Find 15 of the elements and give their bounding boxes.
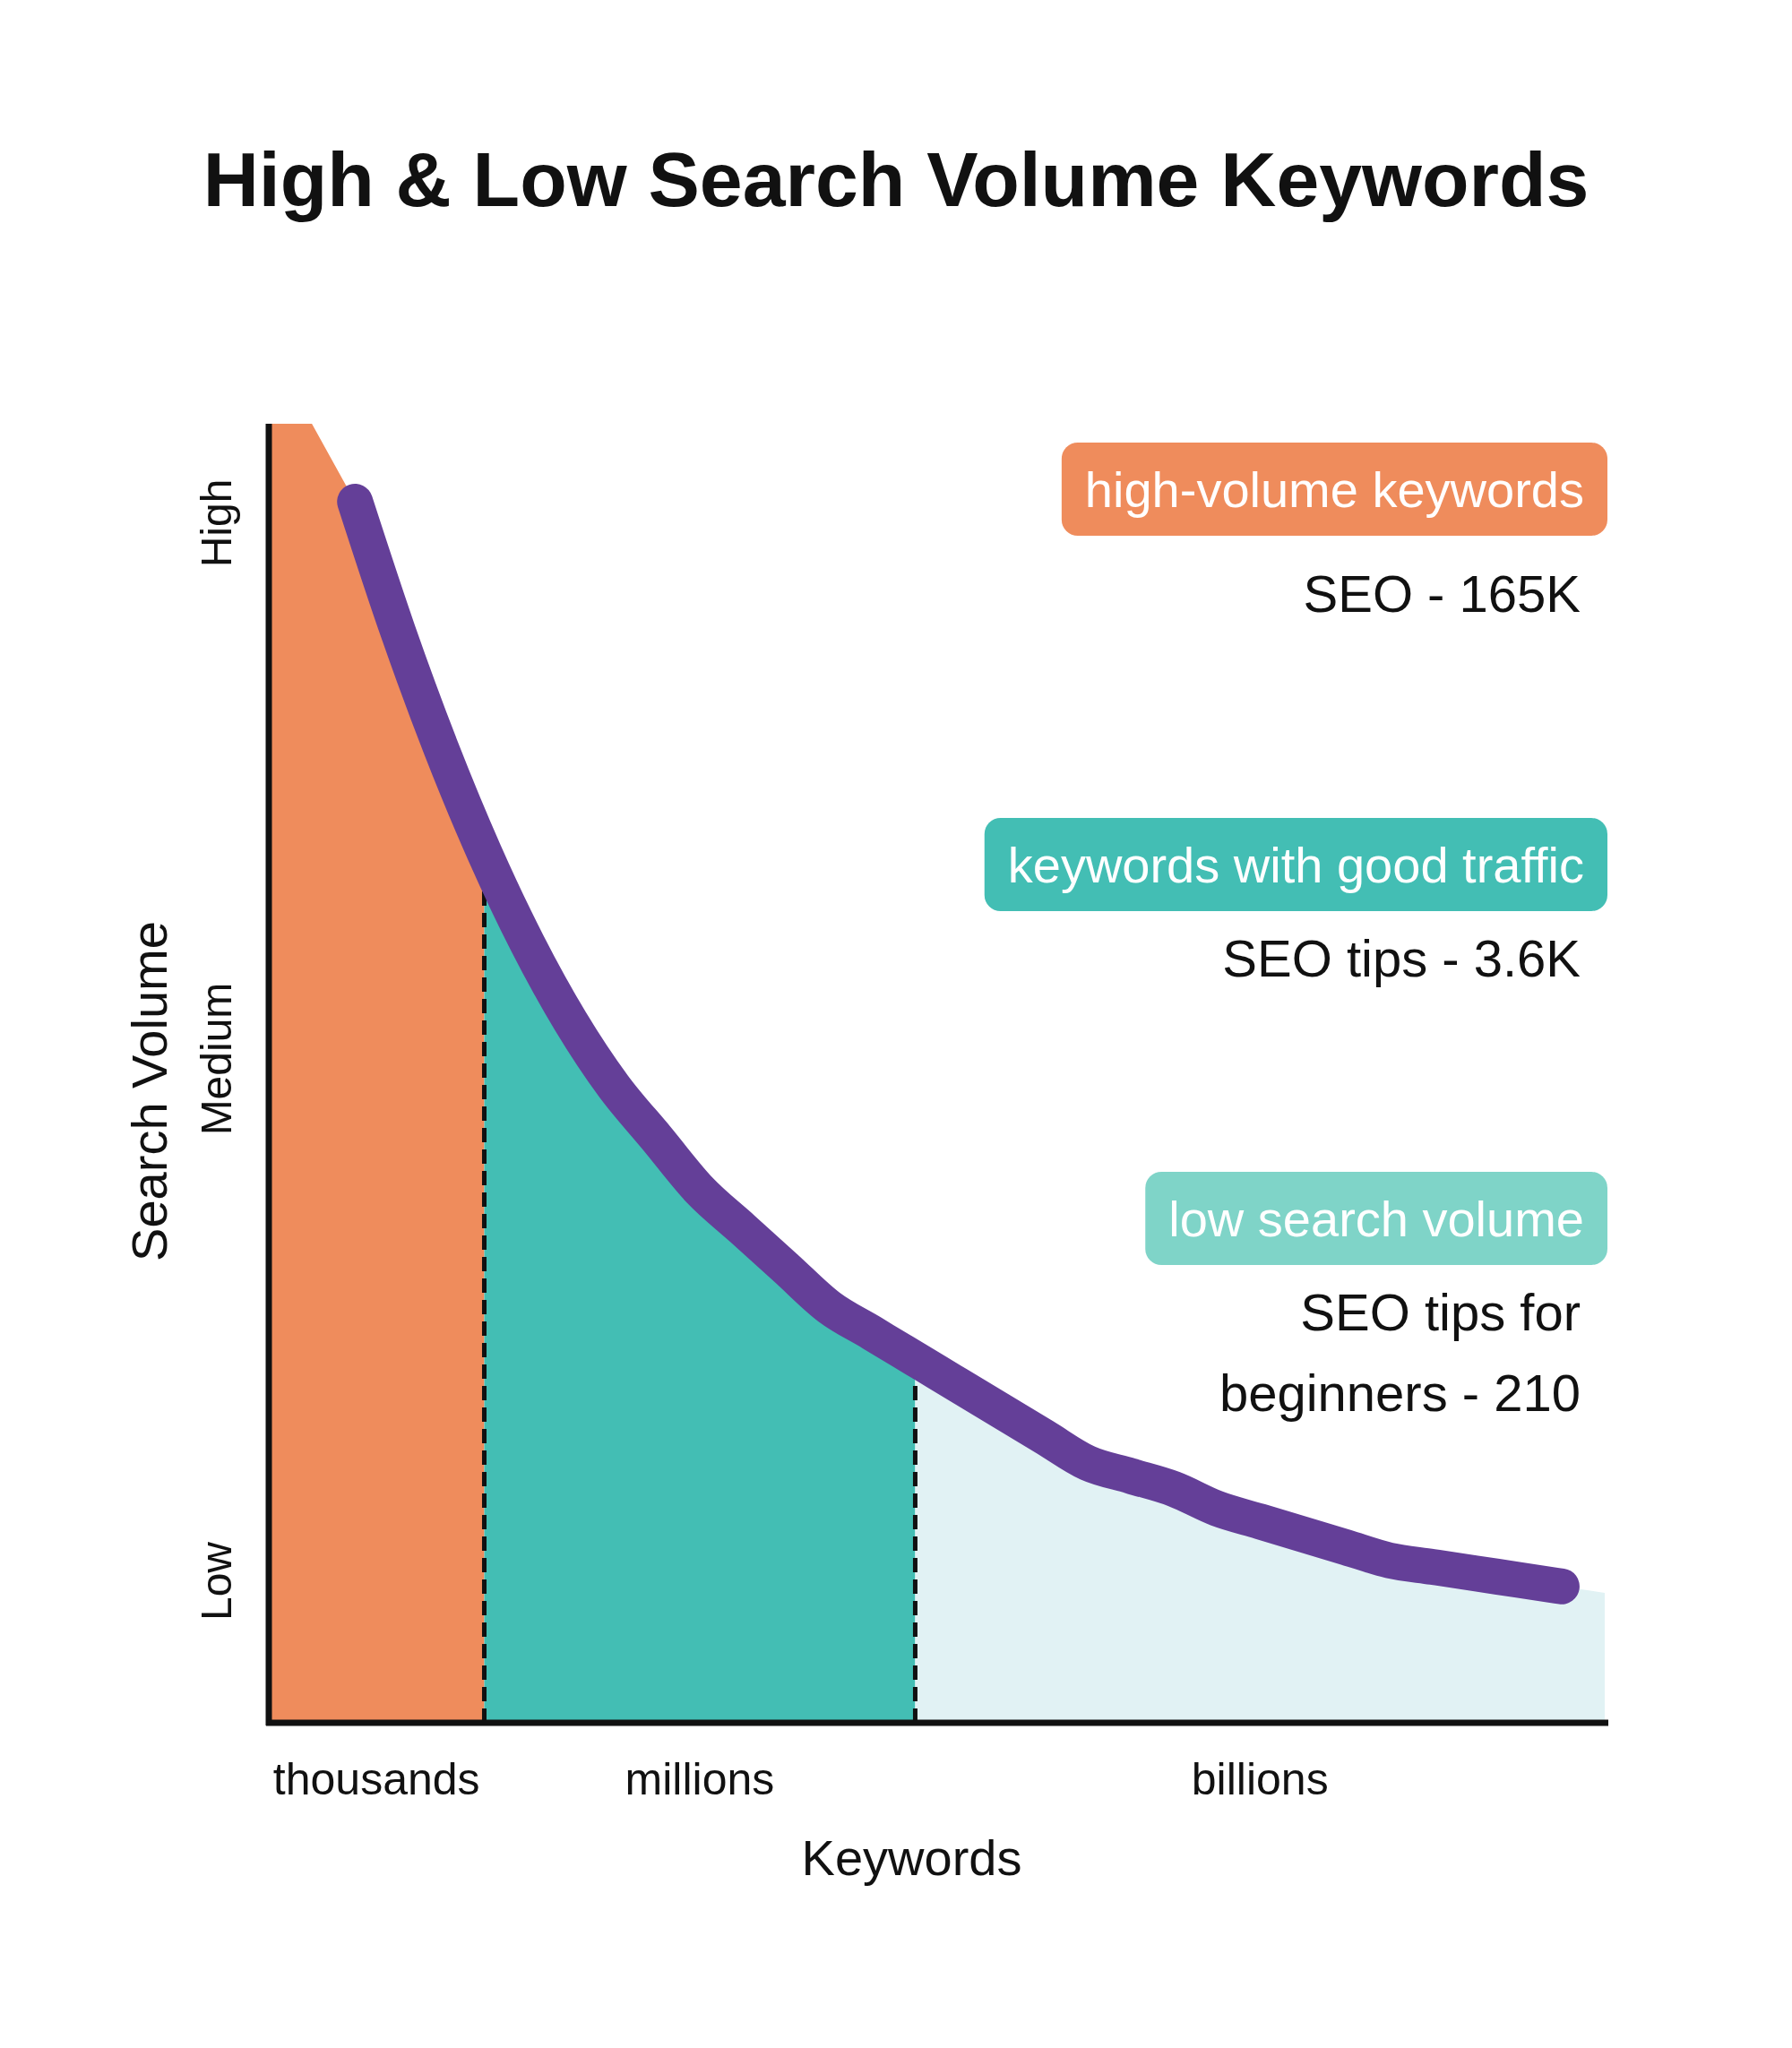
annotation: keywords with good traffic: [1007, 837, 1584, 893]
text: thousands: [272, 1754, 480, 1804]
annotation: high-volume keywords: [1084, 461, 1584, 518]
chart-title: High & Low Search Volume Keywords: [202, 136, 1590, 222]
annotation: SEO tips - 3.6K: [1222, 929, 1581, 987]
text: millions: [625, 1754, 775, 1804]
y-axis-title: Search Volume: [121, 921, 177, 1261]
text: billions: [1191, 1754, 1329, 1804]
annotation: SEO - 165K: [1303, 564, 1581, 623]
x-axis-title: Keywords: [801, 1829, 1022, 1886]
text: Low: [193, 1541, 240, 1622]
text: High: [193, 478, 240, 568]
text: Medium: [193, 982, 240, 1136]
annotation: SEO tips for beginners - 210: [1219, 1283, 1581, 1422]
annotation: low search volume: [1168, 1191, 1584, 1247]
